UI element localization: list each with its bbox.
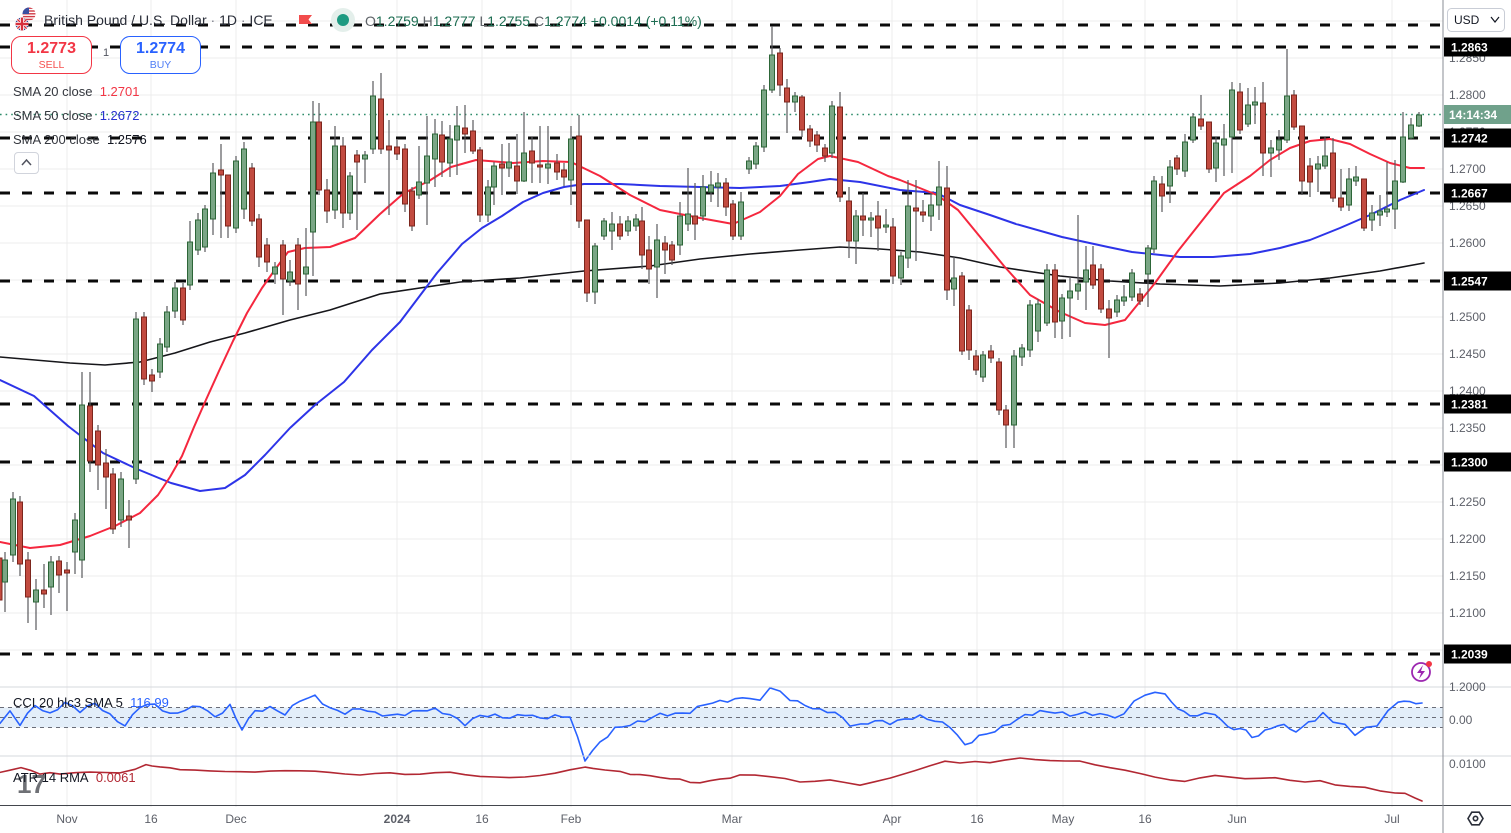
svg-text:16: 16	[970, 812, 984, 826]
svg-text:1.2863: 1.2863	[1451, 41, 1488, 55]
svg-text:17: 17	[17, 769, 46, 799]
svg-text:1.2700: 1.2700	[1449, 162, 1486, 176]
svg-text:1.2381: 1.2381	[1451, 398, 1488, 412]
svg-text:Apr: Apr	[883, 812, 902, 826]
svg-text:Jul: Jul	[1384, 812, 1399, 826]
svg-text:Jun: Jun	[1227, 812, 1246, 826]
svg-text:Mar: Mar	[722, 812, 743, 826]
svg-text:1.2039: 1.2039	[1451, 648, 1488, 662]
svg-text:16: 16	[1138, 812, 1152, 826]
svg-text:May: May	[1052, 812, 1075, 826]
svg-text:Nov: Nov	[56, 812, 77, 826]
svg-text:2024: 2024	[384, 812, 411, 826]
svg-text:1.2200: 1.2200	[1449, 532, 1486, 546]
svg-text:Feb: Feb	[561, 812, 582, 826]
svg-text:1.2547: 1.2547	[1451, 275, 1488, 289]
svg-text:1.2350: 1.2350	[1449, 421, 1486, 435]
svg-text:1.2667: 1.2667	[1451, 187, 1488, 201]
svg-text:0.00: 0.00	[1449, 713, 1473, 727]
svg-text:1.2800: 1.2800	[1449, 88, 1486, 102]
svg-text:1.2450: 1.2450	[1449, 347, 1486, 361]
svg-text:1.2150: 1.2150	[1449, 569, 1486, 583]
svg-text:1.2000: 1.2000	[1449, 680, 1486, 694]
svg-text:14:14:34: 14:14:34	[1449, 108, 1497, 122]
svg-text:1.2742: 1.2742	[1451, 132, 1488, 146]
svg-text:1.2300: 1.2300	[1451, 456, 1488, 470]
svg-text:1.2100: 1.2100	[1449, 606, 1486, 620]
svg-text:1.2600: 1.2600	[1449, 236, 1486, 250]
svg-text:USD: USD	[1454, 13, 1480, 27]
svg-text:1.2500: 1.2500	[1449, 310, 1486, 324]
svg-text:1.2250: 1.2250	[1449, 495, 1486, 509]
svg-text:16: 16	[475, 812, 489, 826]
svg-text:16: 16	[144, 812, 158, 826]
svg-text:Dec: Dec	[225, 812, 246, 826]
svg-text:0.0100: 0.0100	[1449, 757, 1486, 771]
